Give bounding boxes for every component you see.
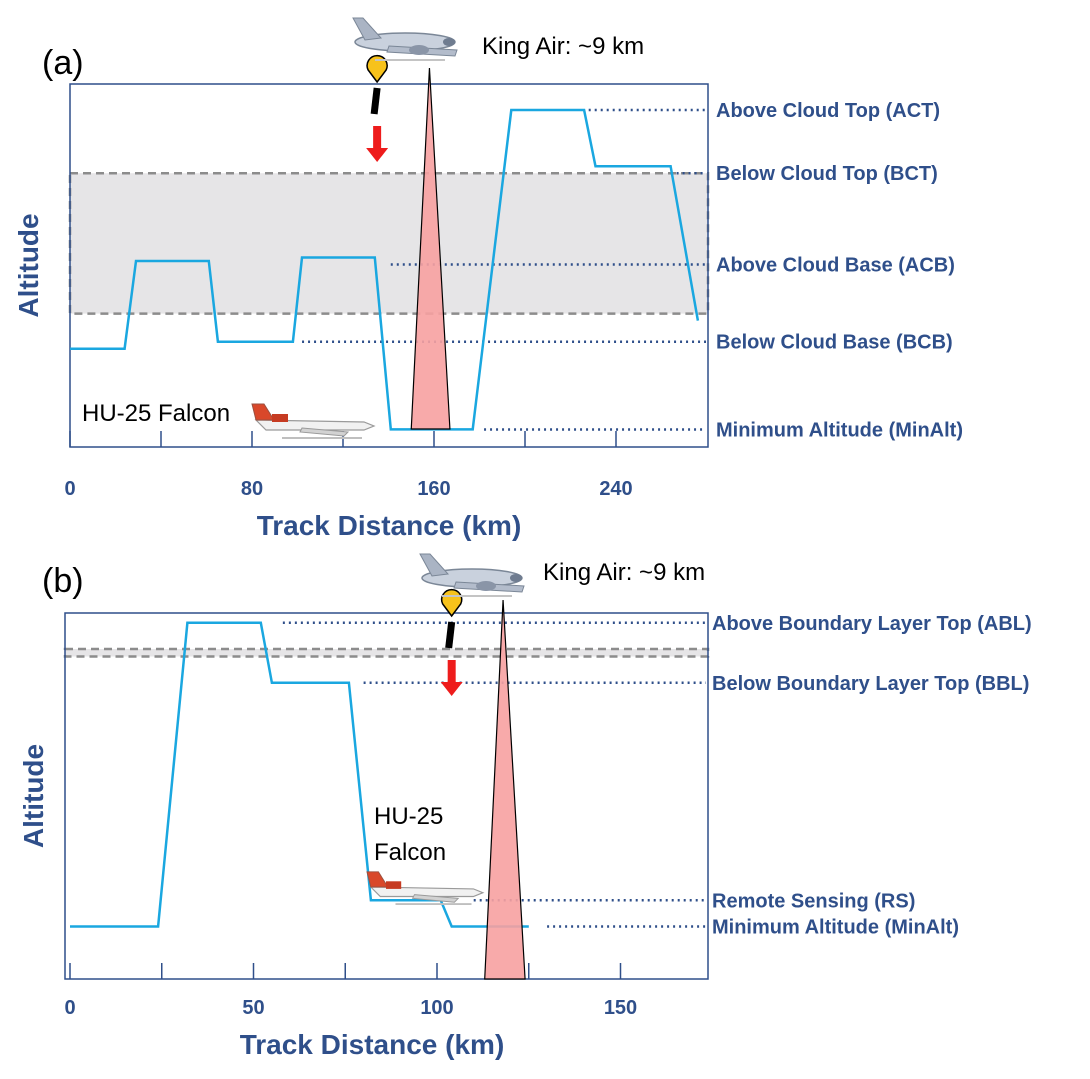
- falcon-tail: [366, 871, 389, 888]
- x-tick-label: 100: [420, 997, 453, 1019]
- level-label: Above Cloud Base (ACB): [716, 254, 955, 276]
- level-label: Above Cloud Top (ACT): [716, 100, 940, 122]
- falcon-label-line2: Falcon: [374, 839, 446, 866]
- level-label: Minimum Altitude (MinAlt): [712, 917, 959, 939]
- king-air-tail: [419, 553, 450, 577]
- level-label: Minimum Altitude (MinAlt): [716, 419, 963, 441]
- layer-band: [63, 647, 710, 658]
- lidar-cone: [484, 599, 526, 980]
- dropsonde-body: [370, 87, 381, 115]
- lidar-cone: [410, 67, 451, 430]
- level-label: Below Boundary Layer Top (BBL): [712, 673, 1029, 695]
- panel-letter: (a): [42, 44, 84, 82]
- flight-track-line: [70, 108, 700, 431]
- king-air-tail: [352, 17, 383, 41]
- chart-panel-a: 0 80 160 240 Track Distance (km) Altitude (a) A…: [13, 17, 963, 541]
- layer-band: [68, 171, 710, 315]
- falcon-tail: [251, 403, 275, 421]
- x-tick-label: 150: [604, 997, 637, 1019]
- falcon-fuselage: [254, 419, 376, 431]
- level-label: Remote Sensing (RS): [712, 890, 915, 912]
- falcon-engine: [386, 881, 402, 889]
- dropsonde-body: [445, 621, 456, 649]
- x-tick-label: 0: [64, 478, 75, 500]
- y-axis-title: Altitude: [18, 744, 49, 848]
- x-tick-label: 240: [599, 478, 632, 500]
- king-air-engine: [476, 581, 496, 591]
- dropsonde-parachute-icon: [440, 588, 463, 618]
- panel-letter: (b): [42, 562, 84, 600]
- king-air-nose: [510, 574, 522, 582]
- x-axis-title: Track Distance (km): [240, 1029, 505, 1060]
- drop-arrow-shaft: [373, 126, 382, 148]
- falcon-engine: [272, 414, 288, 422]
- x-axis-title: Track Distance (km): [257, 510, 522, 541]
- x-tick-label: 50: [242, 997, 264, 1019]
- falcon-wing: [411, 894, 460, 903]
- level-label: Above Boundary Layer Top (ABL): [712, 613, 1032, 635]
- drop-arrow-shaft: [447, 660, 456, 682]
- king-air-aircraft-icon: [419, 553, 525, 597]
- falcon-wing: [299, 427, 350, 437]
- king-air-label: King Air: ~9 km: [482, 33, 644, 60]
- king-air-aircraft-icon: [352, 17, 458, 61]
- flight-track-line: [70, 621, 529, 928]
- king-air-nose: [443, 38, 455, 46]
- king-air-label: King Air: ~9 km: [543, 559, 705, 586]
- drop-arrow-head-icon: [366, 148, 389, 162]
- falcon-label: HU-25 Falcon: [82, 400, 230, 427]
- falcon-aircraft-icon: [251, 403, 376, 439]
- plot-frame: [64, 612, 709, 980]
- plot-frame: [69, 83, 709, 448]
- x-tick-label: 160: [417, 478, 450, 500]
- chart-panel-b: 0 50 100 150 Track Distance (km) Altitude (b) A…: [18, 553, 1032, 1060]
- dropsonde-parachute-icon: [366, 54, 388, 84]
- level-label: Below Cloud Top (BCT): [716, 163, 938, 185]
- king-air-engine: [409, 45, 429, 55]
- x-tick-label: 80: [241, 478, 263, 500]
- y-axis-title: Altitude: [13, 213, 44, 317]
- drop-arrow-head-icon: [440, 682, 463, 696]
- falcon-label-line1: HU-25: [374, 803, 443, 830]
- x-tick-label: 0: [64, 997, 75, 1019]
- level-label: Below Cloud Base (BCB): [716, 332, 953, 354]
- falcon-aircraft-icon: [366, 871, 485, 906]
- falcon-fuselage: [369, 886, 485, 898]
